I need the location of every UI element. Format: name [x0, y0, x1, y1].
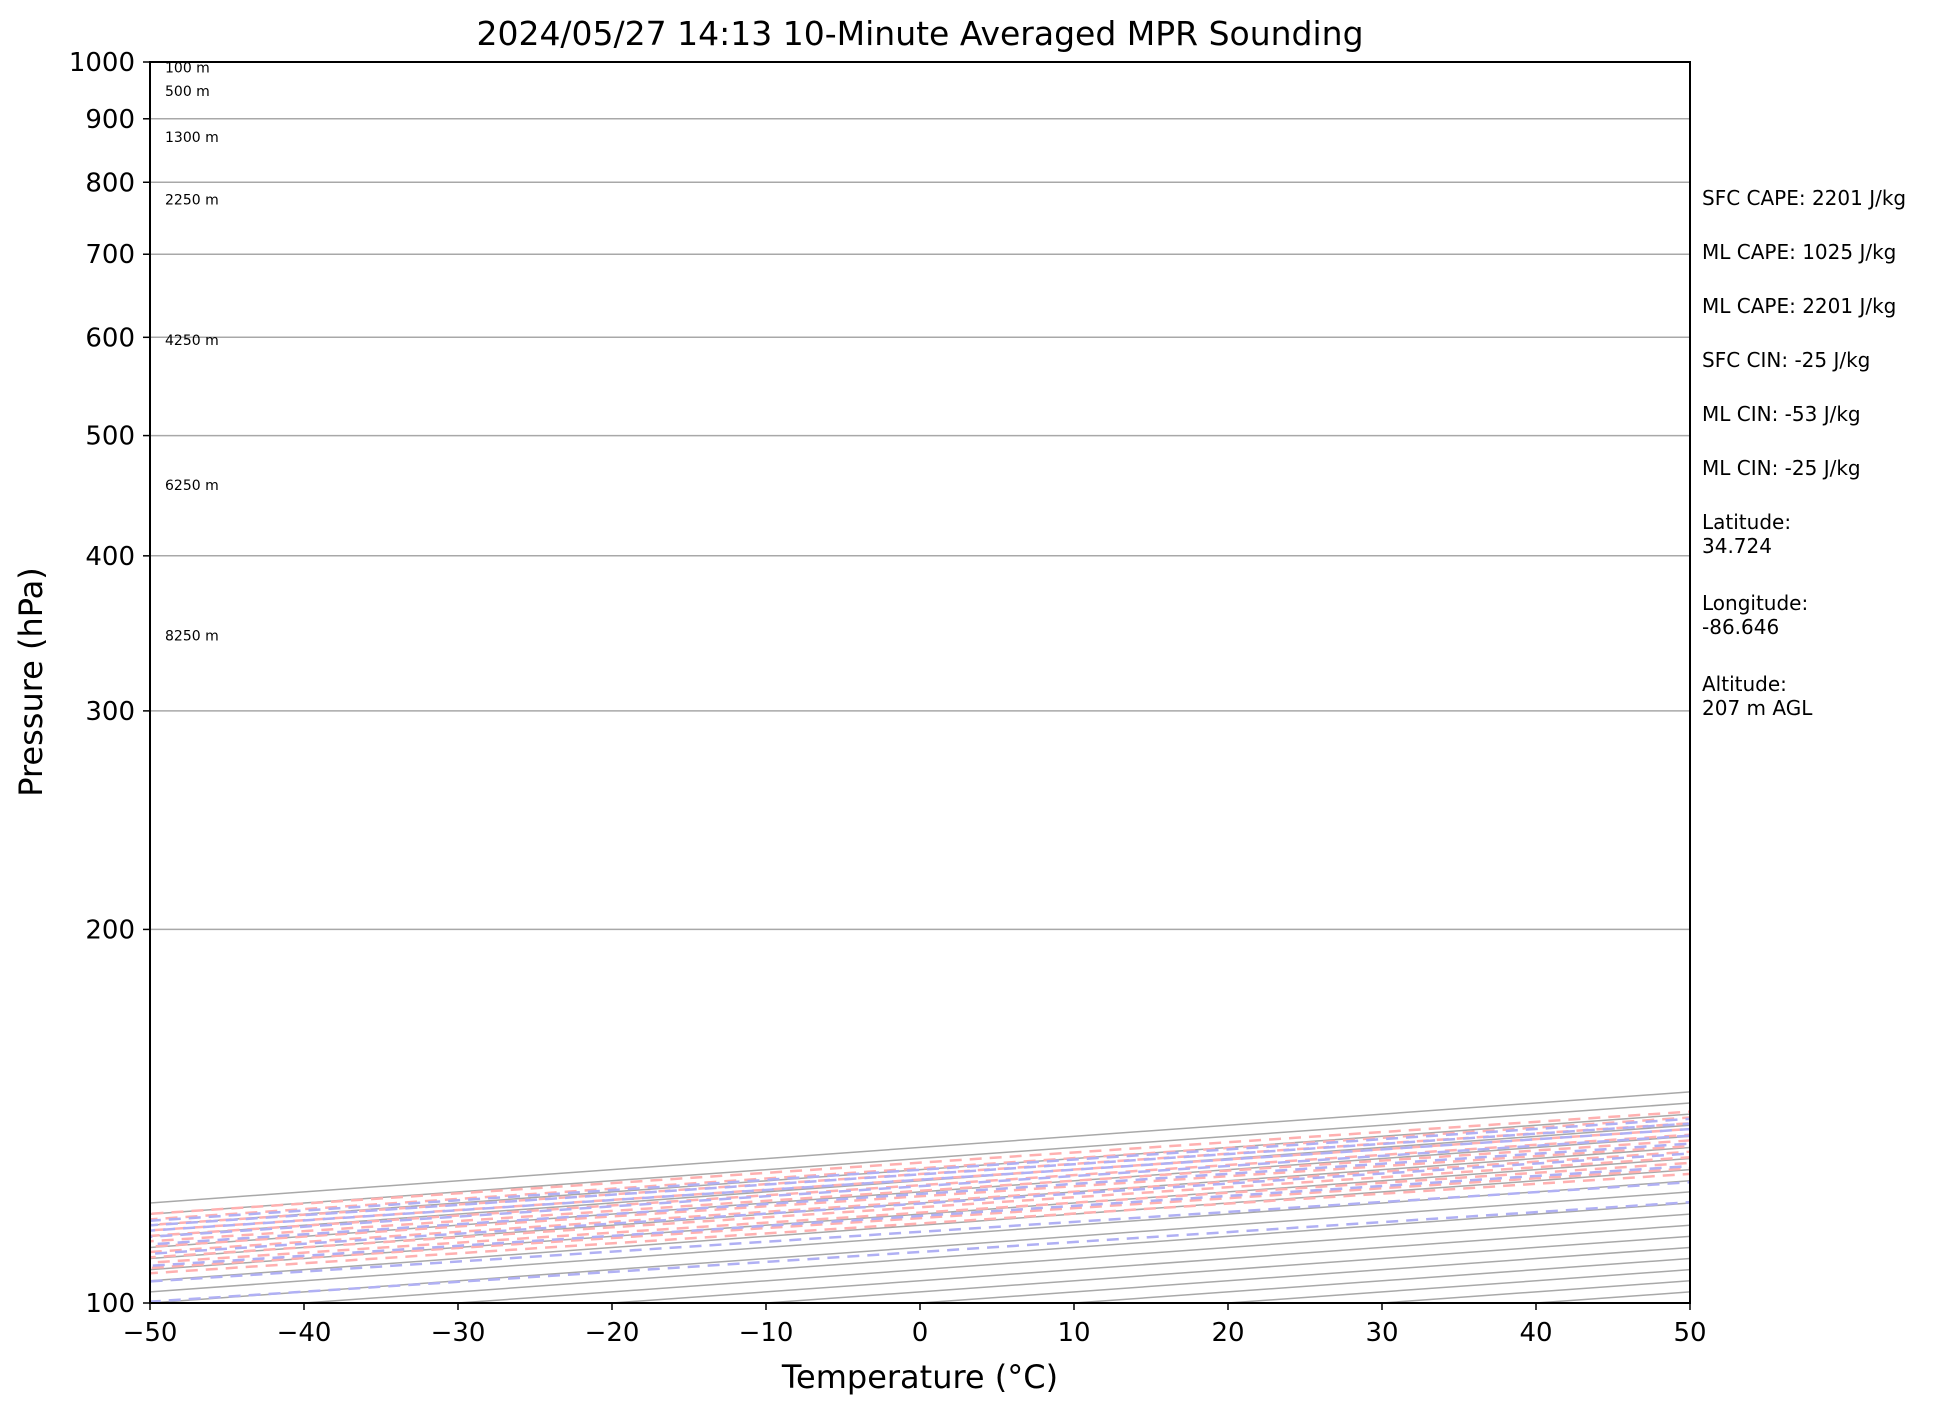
y-axis-ticks: 1000 900 800 700 600 500 400 300 200 100 — [69, 48, 150, 1319]
height-label: 8250 m — [165, 629, 219, 645]
latitude-block: Latitude: 34.724 — [1702, 510, 1906, 558]
moist-adiabat-line — [150, 1200, 1690, 1303]
sounding-stats: SFC CAPE: 2201 J/kg ML CAPE: 1025 J/kg M… — [1702, 186, 1906, 753]
height-label: 2250 m — [165, 192, 219, 208]
latitude-value: 34.724 — [1702, 534, 1772, 558]
y-tick-label: 100 — [85, 1289, 135, 1319]
x-tick-label: −10 — [739, 1318, 794, 1348]
x-axis-ticks: −50 −40 −30 −20 −10 0 10 20 30 40 50 — [123, 1303, 1707, 1348]
x-tick-label: −30 — [431, 1318, 486, 1348]
x-tick-label: 10 — [1057, 1318, 1090, 1348]
height-label: 100 m — [165, 60, 210, 76]
y-tick-label: 700 — [85, 240, 135, 270]
sfc-cin-label: SFC CIN: -25 J/kg — [1702, 348, 1871, 372]
height-label: 4250 m — [165, 333, 219, 349]
height-label: 1300 m — [165, 130, 219, 146]
y-axis-label: Pressure (hPa) — [12, 567, 50, 797]
x-tick-label: −20 — [585, 1318, 640, 1348]
isotherm-line — [303, 1202, 1690, 1303]
altitude-label: Altitude: — [1702, 672, 1787, 696]
ml-cape-label-2: ML CAPE: 2201 J/kg — [1702, 294, 1897, 318]
x-tick-label: −50 — [123, 1318, 178, 1348]
isotherm-line — [150, 1113, 1690, 1226]
chart-title: 2024/05/27 14:13 10-Minute Averaged MPR … — [476, 14, 1363, 53]
ml-cape-label: ML CAPE: 1025 J/kg — [1702, 240, 1897, 264]
latitude-label: Latitude: — [1702, 510, 1792, 534]
x-tick-label: 40 — [1519, 1318, 1552, 1348]
x-tick-label: 20 — [1211, 1318, 1244, 1348]
isotherm-line — [150, 1191, 1690, 1303]
height-label: 500 m — [165, 84, 210, 100]
longitude-label: Longitude: — [1702, 591, 1809, 615]
ml-cin-label: ML CIN: -53 J/kg — [1702, 402, 1861, 426]
y-tick-label: 800 — [85, 168, 135, 198]
sfc-cape-label: SFC CAPE: 2201 J/kg — [1702, 186, 1907, 210]
x-tick-label: 0 — [912, 1318, 929, 1348]
y-tick-label: 300 — [85, 697, 135, 727]
y-tick-label: 1000 — [69, 48, 135, 78]
y-tick-label: 500 — [85, 422, 135, 452]
x-tick-label: −40 — [277, 1318, 332, 1348]
longitude-block: Longitude: -86.646 — [1702, 591, 1906, 639]
y-tick-label: 400 — [85, 542, 135, 572]
isotherm-grid — [150, 1091, 1690, 1303]
altitude-block: Altitude: 207 m AGL — [1702, 672, 1906, 720]
x-tick-label: 50 — [1673, 1318, 1706, 1348]
longitude-value: -86.646 — [1702, 615, 1780, 639]
isotherm-line — [150, 1091, 1690, 1204]
plot-frame — [149, 61, 1691, 1304]
ml-cin-label-2: ML CIN: -25 J/kg — [1702, 456, 1861, 480]
y-tick-label: 900 — [85, 105, 135, 135]
x-tick-label: 30 — [1365, 1318, 1398, 1348]
altitude-value: 207 m AGL — [1702, 696, 1813, 720]
x-axis-label: Temperature (°C) — [781, 1358, 1058, 1396]
height-labels: 100 m 500 m 1300 m 2250 m 4250 m 6250 m 8250 m — [165, 60, 219, 644]
isobar-grid — [150, 118, 1690, 931]
y-tick-label: 600 — [85, 323, 135, 353]
height-label: 6250 m — [165, 478, 219, 494]
y-tick-label: 200 — [85, 915, 135, 945]
